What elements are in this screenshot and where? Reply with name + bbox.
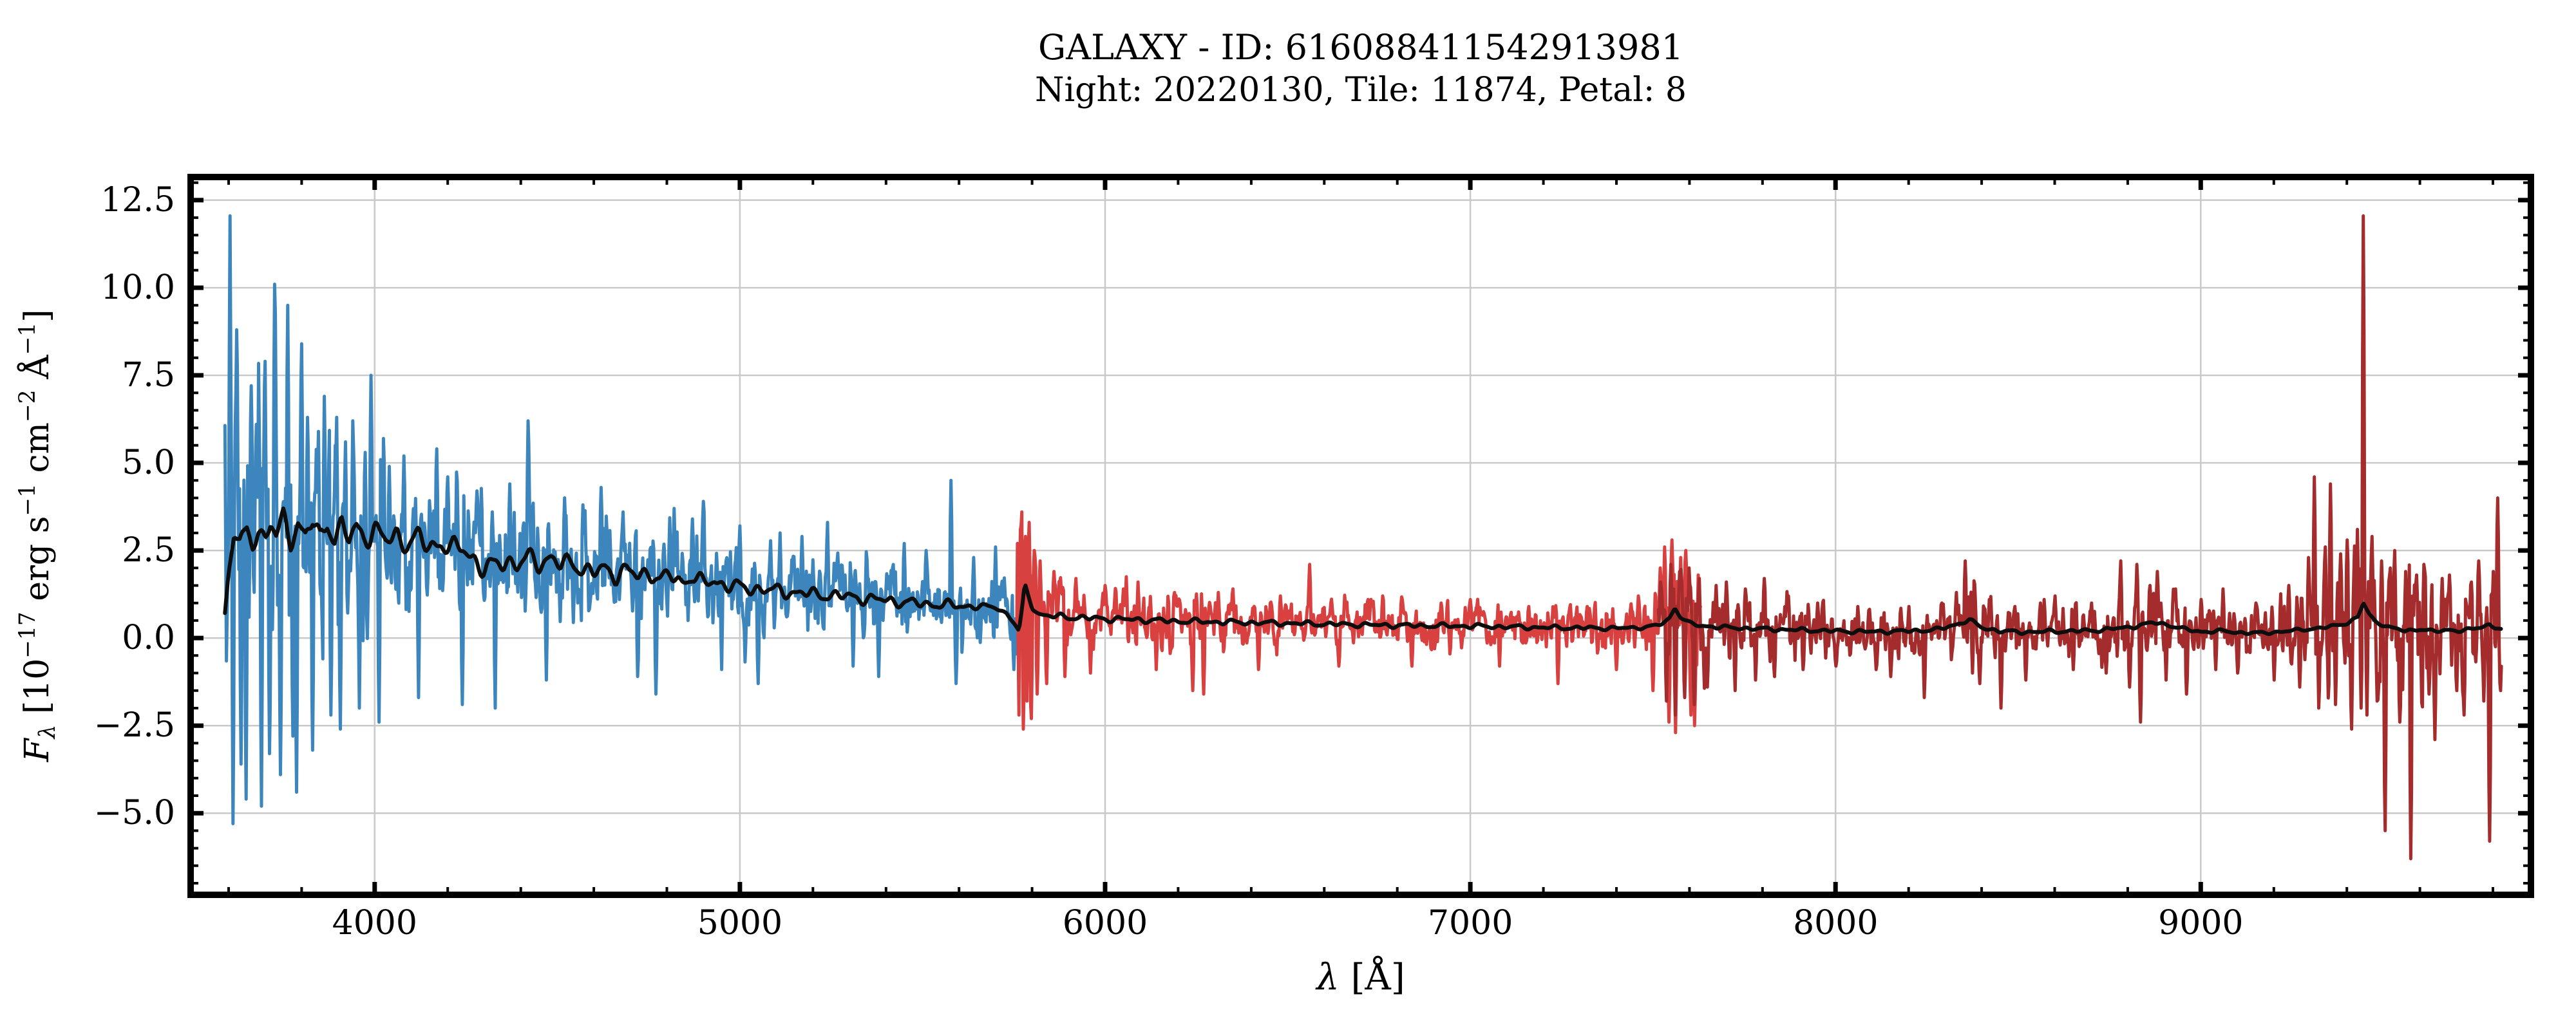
x-tick-label: 4000 bbox=[332, 904, 417, 942]
grid-lines bbox=[191, 177, 2531, 895]
y-axis-label-exp-cm: −2 bbox=[14, 389, 41, 423]
y-axis-label-angstrom: Å bbox=[18, 355, 57, 390]
figure-subtitle: Night: 20220130, Tile: 11874, Petal: 8 bbox=[1035, 71, 1687, 109]
y-axis-label-exp-ang: −1 bbox=[14, 322, 41, 355]
y-axis-label-bracket-close: ] bbox=[18, 309, 57, 323]
x-axis-label-lambda: λ bbox=[1316, 957, 1340, 998]
x-tick-label: 5000 bbox=[697, 904, 783, 942]
y-axis-label-F: F bbox=[18, 738, 57, 762]
spectrum-b-arm-trace bbox=[223, 214, 1034, 825]
spectrum-smoothed-trace bbox=[223, 506, 2503, 636]
y-axis-label-erg-s: erg s bbox=[18, 516, 57, 612]
y-tick-label: 0.0 bbox=[122, 619, 175, 658]
y-axis-label: Fλ [10−17 erg s−1 cm−2 Å−1] bbox=[14, 309, 61, 762]
y-tick-label: −5.0 bbox=[93, 794, 175, 833]
y-axis-label-cm: cm bbox=[18, 422, 57, 484]
y-tick-label: 2.5 bbox=[122, 531, 175, 570]
axes-spines bbox=[187, 174, 2534, 898]
y-tick-label: 5.0 bbox=[122, 444, 175, 483]
x-tick-label: 6000 bbox=[1062, 904, 1148, 942]
spectrum-z-arm-trace bbox=[1656, 214, 2503, 861]
y-tick-label: 7.5 bbox=[122, 355, 175, 395]
y-tick-label: 12.5 bbox=[100, 180, 175, 220]
figure-title: GALAXY - ID: 616088411542913981 bbox=[1037, 27, 1684, 68]
x-tick-label: 7000 bbox=[1427, 904, 1513, 942]
x-axis-label-unit: [Å] bbox=[1339, 957, 1405, 998]
spectrum-r-arm-trace bbox=[1015, 510, 1702, 735]
x-tick-label: 9000 bbox=[2158, 904, 2244, 942]
y-axis-label-bracket-10: [10 bbox=[18, 658, 57, 725]
y-axis-label-lambda-sub: λ bbox=[34, 724, 61, 739]
x-axis-label: λ [Å] bbox=[1316, 957, 1405, 998]
minor-ticks bbox=[191, 177, 2531, 895]
y-axis-label-exp-17: −17 bbox=[14, 612, 41, 659]
y-axis-label-exp-s: −1 bbox=[14, 483, 41, 516]
major-ticks bbox=[191, 177, 2531, 895]
x-tick-label: 8000 bbox=[1793, 904, 1879, 942]
y-tick-label: 10.0 bbox=[100, 268, 175, 307]
y-tick-label: −2.5 bbox=[93, 706, 175, 745]
